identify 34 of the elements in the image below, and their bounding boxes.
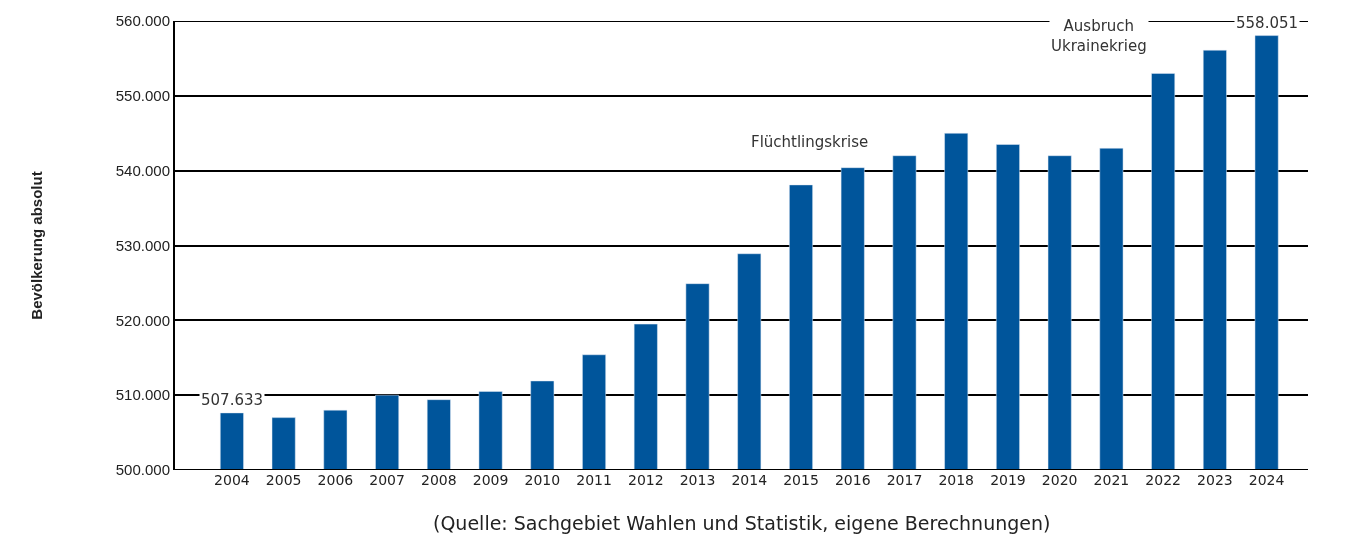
y-tick-label: 520.000	[115, 311, 170, 329]
x-tick-label: 2016	[834, 472, 871, 488]
x-tick-label: 2012	[627, 472, 664, 488]
x-tick-label: 2018	[938, 472, 975, 488]
x-tick-label: 2010	[524, 472, 561, 488]
x-tick-label: 2017	[886, 472, 923, 488]
annotation: Flüchtlingskrise	[751, 133, 869, 151]
x-tick-label: 2009	[472, 472, 509, 488]
x-tick-label: 2007	[369, 472, 405, 488]
x-tick-label: 2019	[990, 472, 1026, 488]
x-tick-label: 2023	[1197, 472, 1233, 488]
data-label: 507.633	[201, 391, 264, 409]
x-tick-label: 2006	[317, 472, 354, 488]
y-tick-label: 550.000	[115, 87, 170, 105]
x-tick-label: 2013	[679, 472, 716, 488]
y-tick-label: 530.000	[115, 236, 170, 254]
x-tick-label: 2024	[1248, 472, 1285, 488]
data-label: 558.051	[1236, 14, 1299, 32]
y-tick-label: 540.000	[115, 161, 170, 179]
y-tick-label: 510.000	[115, 386, 170, 404]
x-tick-label: 2008	[421, 472, 457, 488]
x-tick-label: 2015	[783, 472, 819, 488]
x-tick-label: 2021	[1093, 472, 1130, 488]
y-axis-title: Bevölkerung absolut	[27, 171, 45, 320]
y-tick-label: 500.000	[115, 461, 170, 479]
text: (Quelle: Sachgebiet Wahlen und Statistik, eigene Berechnungen)	[433, 512, 1051, 534]
x-tick-label: 2014	[731, 472, 768, 488]
x-tick-label: 2022	[1145, 472, 1181, 488]
annotation: Ausbruch Ukrainekrieg	[1051, 17, 1147, 55]
x-tick-label: 2005	[265, 472, 302, 488]
x-tick-label: 2020	[1041, 472, 1078, 488]
x-tick-label: 2004	[214, 472, 250, 488]
y-tick-label: 560.000	[115, 12, 170, 30]
x-tick-label: 2011	[576, 472, 612, 488]
